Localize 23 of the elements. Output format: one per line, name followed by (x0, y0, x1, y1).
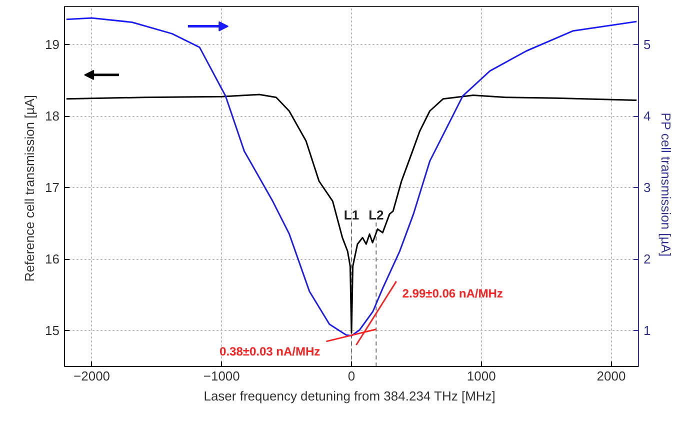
y2-tick-label: 5 (644, 36, 651, 52)
y-tick-label: 17 (45, 180, 60, 196)
series-label: 2.99±0.06 nA/MHz (402, 286, 503, 300)
y2-tick-label: 4 (644, 108, 651, 124)
y2-tick-label: 2 (644, 252, 651, 267)
ref-line-label: L2 (368, 208, 384, 222)
y-axis-title: Reference cell transmission [µA] (22, 94, 38, 282)
x-tick-label: 1000 (466, 368, 496, 384)
x-tick-label: −1000 (203, 368, 240, 384)
y-tick-label: 15 (45, 323, 60, 338)
y2-axis-title: PP cell transmission [µA] (658, 112, 674, 256)
y2-tick-label: 1 (644, 323, 651, 338)
x-tick-label: 0 (348, 368, 356, 384)
y2-tick-label: 3 (644, 180, 651, 196)
x-tick-label: 2000 (596, 368, 626, 384)
y-tick-label: 16 (45, 252, 60, 267)
x-axis-title: Laser frequency detuning from 384.234 THz [MHz] (204, 388, 496, 404)
y-tick-label: 18 (45, 108, 60, 124)
line-series (66, 17, 638, 336)
ref-line-label: L1 (344, 208, 360, 222)
y-tick-label: 19 (45, 36, 60, 52)
x-tick-label: −2000 (74, 368, 110, 384)
series-label: 0.38±0.03 nA/MHz (220, 344, 320, 358)
